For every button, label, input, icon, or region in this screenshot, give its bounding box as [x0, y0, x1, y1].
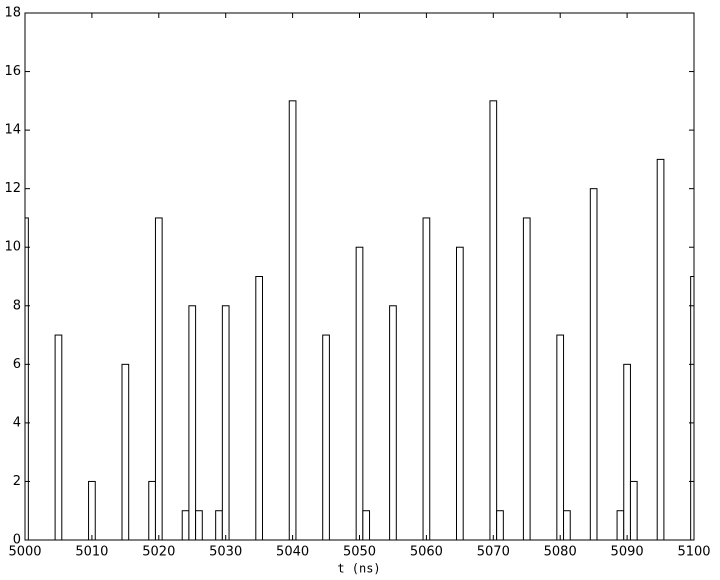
bar	[522, 217, 531, 540]
bar	[489, 100, 498, 540]
bar	[589, 188, 598, 540]
y-tick-label: 10	[4, 240, 21, 255]
x-tick-label: 5080	[544, 545, 577, 560]
bar	[389, 305, 397, 540]
bar	[616, 510, 625, 540]
bar	[88, 480, 96, 540]
y-tick-label: 18	[4, 6, 21, 21]
x-tick-label: 5030	[209, 545, 242, 560]
bar	[563, 510, 571, 540]
y-tick-label: 2	[13, 474, 21, 489]
bar	[215, 510, 223, 540]
y-tick-label: 0	[13, 533, 21, 548]
bar	[355, 246, 364, 540]
bar	[288, 100, 297, 540]
x-tick-label: 5010	[75, 545, 108, 560]
bar	[623, 363, 631, 540]
x-tick-label: 5000	[8, 545, 41, 560]
y-tick-label: 8	[13, 298, 21, 313]
bar	[690, 276, 694, 540]
bar	[629, 480, 638, 540]
bar	[188, 305, 197, 540]
y-tick-label: 16	[4, 64, 21, 79]
bar	[422, 217, 431, 540]
bar	[148, 480, 156, 540]
bar	[322, 334, 330, 540]
x-tick-label: 5020	[142, 545, 175, 560]
bar	[496, 510, 504, 540]
x-tick-label: 5060	[410, 545, 443, 560]
y-tick-label: 4	[13, 415, 21, 430]
x-axis-label: t (ns)	[337, 562, 380, 576]
x-tick-label: 5090	[611, 545, 644, 560]
x-tick-label: 5040	[276, 545, 309, 560]
bar	[181, 510, 190, 540]
x-tick-label: 5050	[343, 545, 376, 560]
bar	[154, 217, 163, 540]
y-tick-label: 6	[13, 357, 21, 372]
bar	[656, 158, 665, 540]
y-tick-label: 12	[4, 181, 21, 196]
bar	[121, 363, 130, 540]
bar	[255, 276, 263, 540]
bars	[25, 100, 694, 540]
bar	[221, 305, 230, 540]
bar	[195, 510, 203, 540]
bar	[362, 510, 371, 540]
bar	[556, 334, 565, 540]
y-tick-label: 14	[4, 123, 21, 138]
x-tick-label: 5100	[677, 545, 710, 560]
bar	[54, 334, 63, 540]
x-tick-label: 5070	[477, 545, 510, 560]
bar	[456, 246, 464, 540]
